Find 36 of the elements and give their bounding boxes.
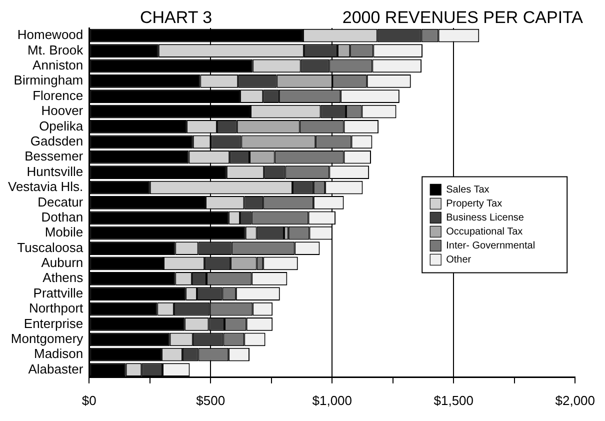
y-tick-label: Montgomery — [10, 331, 84, 346]
y-tick-label: Madison — [34, 346, 84, 362]
chart-subtitle: 2000 REVENUES PER CAPITA — [342, 8, 583, 28]
y-tick-label: Vestavia Hls. — [8, 179, 84, 194]
x-tick-label: $500 — [196, 392, 226, 408]
y-tick-label: Birmingham — [14, 72, 84, 88]
legend-label: Property Tax — [446, 198, 502, 210]
y-tick-label: Opelika — [39, 118, 84, 134]
y-tick-label: Hoover — [41, 103, 84, 118]
y-tick-label: Dothan — [41, 209, 84, 224]
y-tick-label: Mt. Brook — [28, 42, 84, 58]
y-tick-label: Enterprise — [24, 316, 84, 331]
y-tick-label: Mobile — [44, 224, 84, 240]
y-tick-label: Decatur — [38, 194, 84, 210]
x-tick-label: $1,000 — [312, 392, 352, 408]
y-tick-label: Bessemer — [24, 148, 84, 164]
legend-label: Sales Tax — [446, 184, 490, 196]
y-tick-label: Prattville — [33, 285, 84, 300]
y-tick-label: Athens — [42, 270, 84, 286]
y-tick-label: Auburn — [41, 255, 84, 270]
y-tick-label: Huntsville — [26, 164, 84, 179]
legend-label: Other — [446, 254, 472, 266]
y-tick-label: Alabaster — [28, 361, 84, 376]
legend-label: Inter- Governmental — [446, 240, 536, 252]
legend-label: Business License — [446, 212, 524, 224]
x-tick-label: $2,000 — [555, 392, 595, 408]
y-tick-label: Anniston — [32, 58, 84, 73]
x-tick-label: $1,500 — [434, 392, 474, 408]
chart-title: CHART 3 — [140, 8, 212, 28]
y-tick-label: Florence — [32, 88, 84, 103]
y-tick-label: Homewood — [17, 27, 84, 42]
y-tick-label: Northport — [28, 300, 84, 316]
x-tick-label: $0 — [82, 392, 96, 408]
y-tick-label: Gadsden — [30, 134, 84, 149]
legend-label: Occupational Tax — [446, 226, 523, 238]
y-tick-label: Tuscaloosa — [17, 240, 84, 255]
